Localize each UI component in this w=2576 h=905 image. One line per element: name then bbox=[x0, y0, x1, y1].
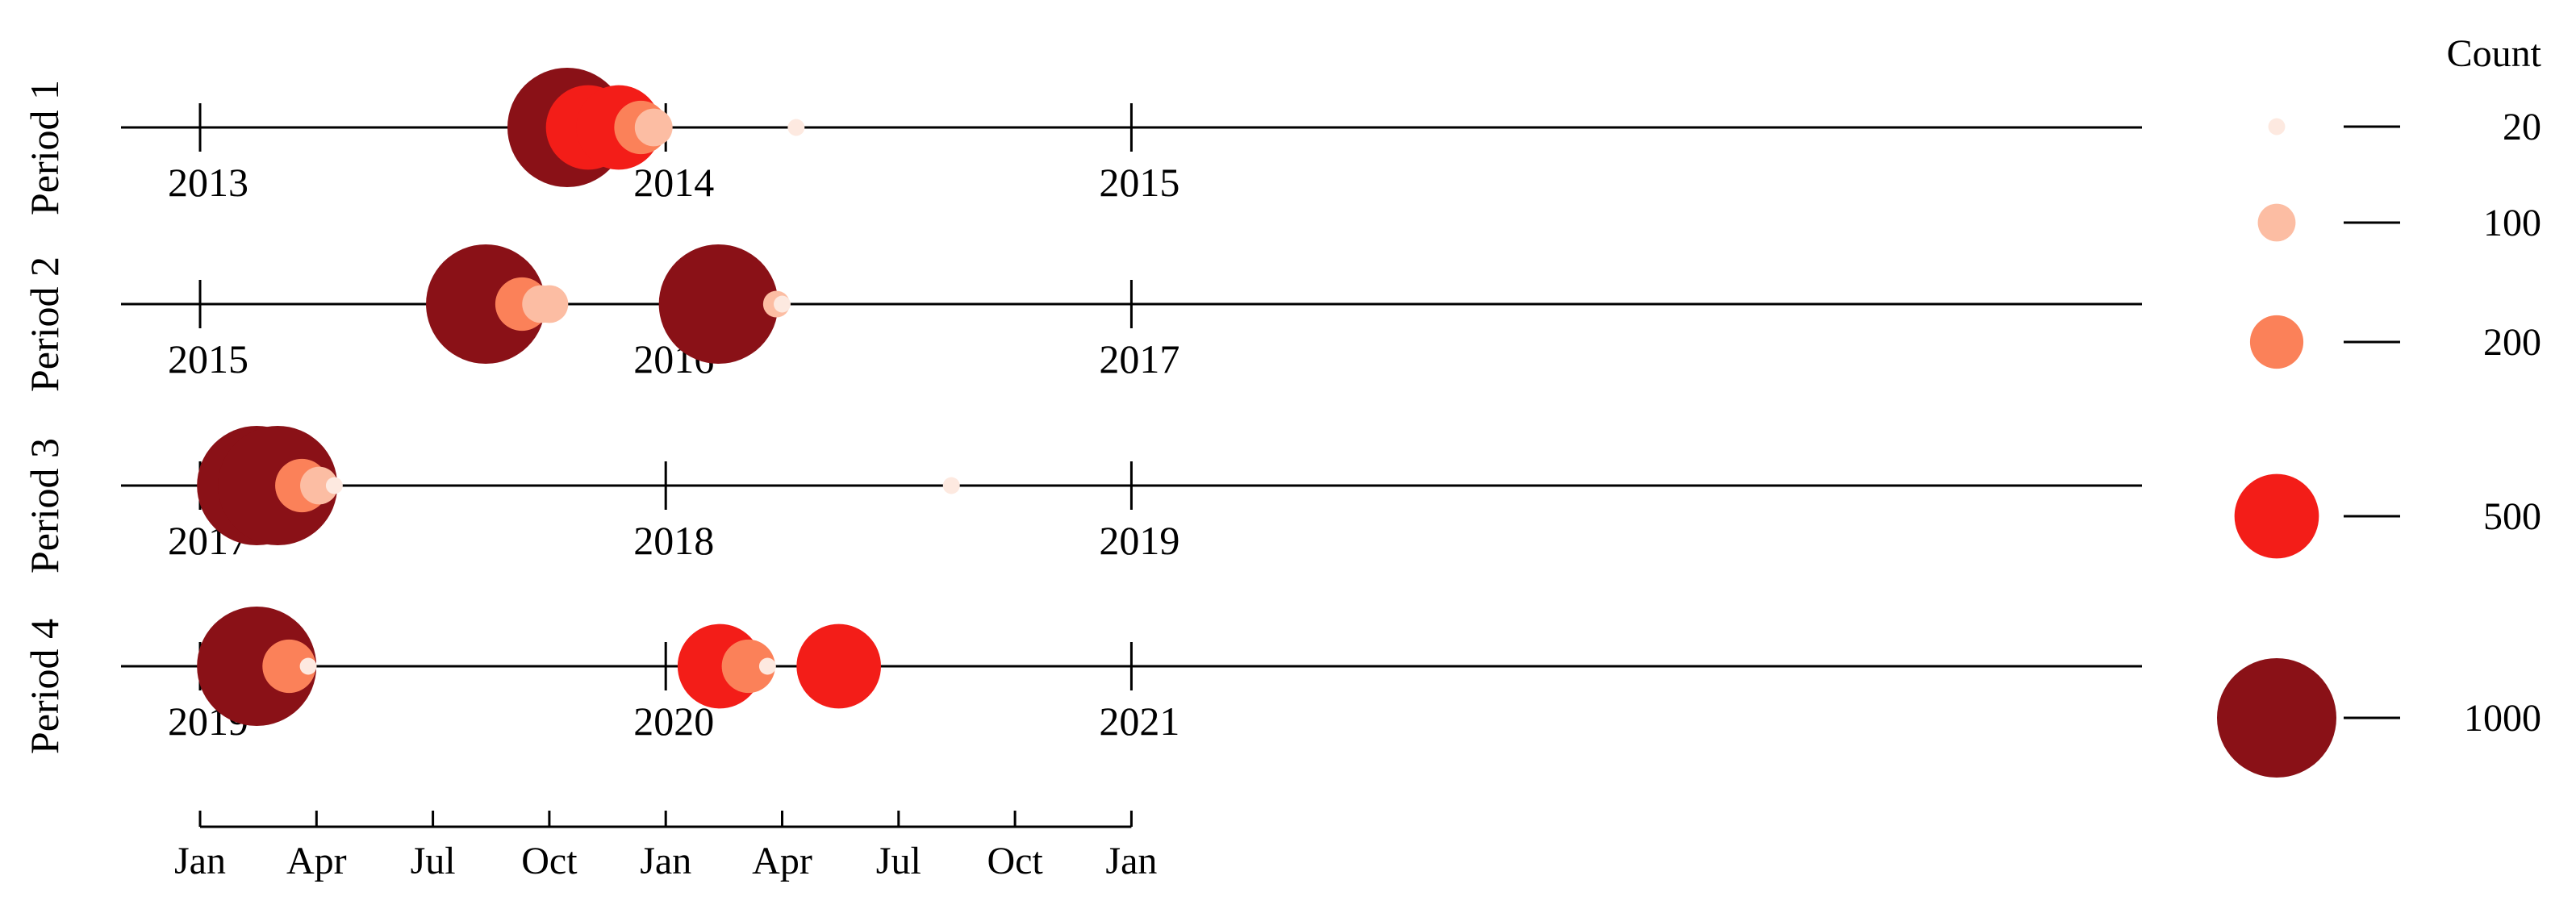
legend-label: 20 bbox=[2503, 106, 2541, 148]
month-tick-label: Jan bbox=[640, 840, 691, 882]
legend-label: 1000 bbox=[2464, 697, 2541, 740]
month-tick-label: Jan bbox=[1105, 840, 1157, 882]
year-label: 2013 bbox=[168, 160, 248, 205]
legend-title: Count bbox=[2447, 32, 2542, 75]
month-tick-label: Oct bbox=[987, 840, 1043, 882]
year-label: 2020 bbox=[633, 699, 714, 744]
legend-label: 500 bbox=[2483, 495, 2541, 538]
year-label: 2017 bbox=[1099, 336, 1179, 382]
legend-bubble bbox=[2249, 315, 2304, 369]
month-axis: Jan Apr Jul Oct Jan Apr Jul Oct Jan bbox=[174, 811, 1157, 882]
count-bubble bbox=[942, 477, 960, 494]
count-bubble bbox=[530, 285, 569, 323]
legend-bubble bbox=[2234, 473, 2319, 559]
count-bubble bbox=[634, 108, 673, 147]
period-label: Period 3 bbox=[22, 438, 67, 573]
month-tick-label: Jan bbox=[174, 840, 226, 882]
period-label: Period 1 bbox=[22, 80, 67, 215]
count-bubble bbox=[658, 244, 779, 364]
year-label: 2014 bbox=[633, 160, 714, 205]
count-bubble bbox=[721, 639, 775, 694]
month-tick-label: Oct bbox=[521, 840, 578, 882]
month-tick-label: Jul bbox=[411, 840, 456, 882]
count-bubble bbox=[262, 639, 316, 694]
period-label: Period 4 bbox=[22, 619, 67, 754]
count-bubble bbox=[426, 244, 546, 364]
year-label: 2015 bbox=[1099, 160, 1179, 205]
month-tick-label: Jul bbox=[876, 840, 921, 882]
month-tick-label: Apr bbox=[752, 840, 812, 882]
year-label: 2021 bbox=[1099, 699, 1179, 744]
count-bubble bbox=[796, 623, 882, 709]
year-label: 2015 bbox=[168, 336, 248, 382]
legend-bubble bbox=[2268, 118, 2286, 136]
year-label: 2018 bbox=[633, 518, 714, 563]
count-bubble bbox=[197, 607, 317, 726]
count-bubble bbox=[758, 657, 776, 675]
count-bubble bbox=[774, 295, 791, 313]
count-bubble bbox=[299, 657, 317, 675]
count-bubble bbox=[300, 466, 338, 505]
year-label: 2019 bbox=[1099, 518, 1179, 563]
legend-bubble bbox=[2217, 658, 2336, 778]
count-bubble bbox=[325, 477, 343, 494]
period-row: 2013 2014 2015 Period 1 bbox=[22, 68, 2142, 215]
legend-bubble bbox=[2257, 203, 2296, 242]
period-label: Period 2 bbox=[22, 256, 67, 392]
month-tick-label: Apr bbox=[286, 840, 347, 882]
size-legend: Count 20 100 200 500 1000 bbox=[2217, 32, 2542, 778]
legend-label: 200 bbox=[2483, 321, 2541, 364]
legend-label: 100 bbox=[2483, 202, 2541, 244]
count-bubble bbox=[787, 119, 805, 136]
